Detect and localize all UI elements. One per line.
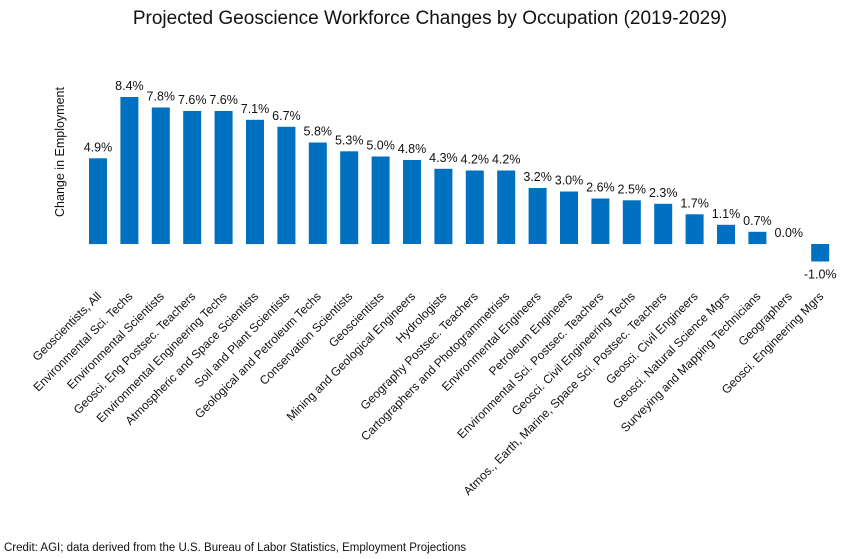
value-label: 3.2% [523,170,552,184]
bar [591,198,610,244]
bars-group [89,97,830,262]
bar [622,200,641,245]
value-label: 7.6% [178,93,207,107]
bar [277,126,296,245]
bar [403,160,421,244]
value-label: 1.1% [712,207,741,221]
value-label: 4.9% [84,140,113,154]
bar [308,142,327,244]
y-axis-label: Change in Employment [53,87,67,217]
bar [151,107,170,244]
value-label: 4.3% [429,151,458,165]
bar [89,158,107,245]
value-labels-group: 4.9%8.4%7.8% 7.6% 7.6%7.1% 6.7%5.8%5.3% 5.0%… [84,79,837,282]
value-label: 4.8% [398,142,427,156]
value-label: 2.6% [586,181,615,195]
bar [246,119,264,245]
bar [654,203,673,245]
bar [434,168,453,245]
value-label: 8.4% [115,79,144,93]
value-label: 3.0% [555,174,584,188]
value-label: 5.3% [335,133,364,147]
bar [811,244,830,262]
chart-title: Projected Geoscience Workforce Changes b… [132,8,728,29]
bar [340,151,359,245]
value-label: 0.0% [775,226,804,240]
value-label: 7.8% [147,90,176,104]
bar [717,224,735,245]
value-label: 0.7% [743,214,772,228]
bar [497,170,516,244]
value-label: 5.0% [366,139,395,153]
bar [214,111,233,244]
value-label: 6.7% [272,109,301,123]
bar [528,188,547,244]
bar [748,231,767,245]
value-label: 5.8% [304,125,333,139]
bar [183,111,202,244]
bar [465,170,484,244]
value-label: 4.2% [461,153,490,167]
bar [685,214,704,245]
value-label: 2.3% [649,186,678,200]
value-label: 7.1% [241,102,270,116]
bar [120,97,139,244]
value-label: 7.6% [209,93,238,107]
value-label: 1.7% [680,196,709,210]
bar [371,156,390,244]
value-label: -1.0% [804,268,837,282]
bar [560,191,578,244]
value-label: 2.5% [618,182,647,196]
credit-text: Credit: AGI; data derived from the U.S. … [4,542,467,554]
value-label: 4.2% [492,153,521,167]
